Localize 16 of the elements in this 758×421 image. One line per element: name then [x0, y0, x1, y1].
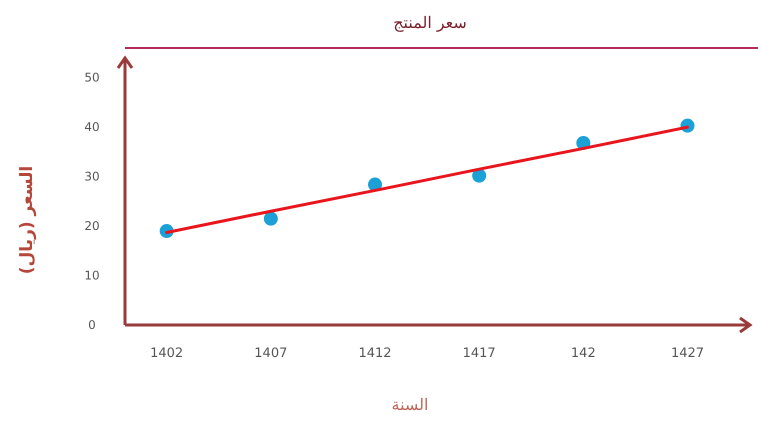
y-tick-label: 40	[84, 120, 100, 134]
x-tick-label: 1402	[150, 346, 184, 361]
x-tick-label: 142	[570, 346, 596, 361]
y-tick-label: 50	[84, 70, 100, 85]
chart-title: سعر المنتج	[393, 13, 467, 32]
y-tick-label: 10	[84, 268, 100, 283]
y-tick-label: 0	[88, 318, 96, 332]
point	[264, 212, 278, 226]
y-tick-label: 20	[84, 219, 100, 234]
y-tick-label: 30	[84, 170, 100, 184]
x-tick-label: 1427	[670, 346, 704, 361]
x-axis-title: السنة	[392, 395, 428, 414]
x-tick-label: 1407	[254, 346, 288, 361]
x-tick-label: 1417	[462, 346, 496, 361]
y-axis-title: السعر (ريال)	[17, 166, 37, 274]
x-tick-label: 1412	[358, 346, 392, 361]
